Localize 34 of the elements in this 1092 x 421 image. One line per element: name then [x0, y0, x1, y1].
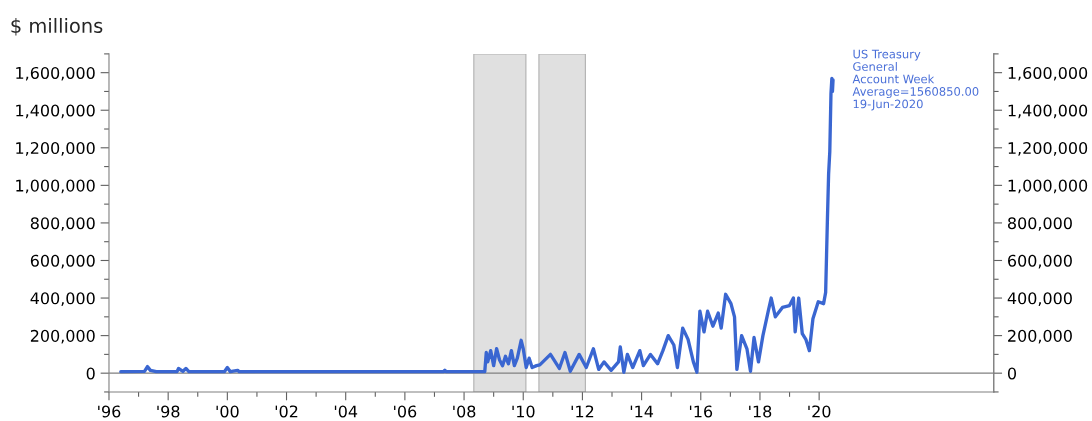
- y-tick-label: 1,400,000: [16, 104, 95, 119]
- chart-title: $ millions: [11, 17, 103, 36]
- y-tick-label: 200,000: [30, 329, 95, 344]
- y-tick-label: 600,000: [30, 254, 95, 269]
- x-tick-label: '18: [749, 405, 772, 418]
- x-tick-label: '20: [808, 405, 831, 418]
- line-series: [119, 76, 835, 374]
- x-tick-label: '96: [98, 405, 121, 418]
- x-tick-label: '08: [453, 405, 476, 418]
- y2-tick-label: 1,200,000: [1008, 142, 1088, 156]
- y2-tick-label: 1,400,000: [1008, 104, 1088, 119]
- x-tick-label: '04: [334, 405, 358, 418]
- y-tick-label: 1,600,000: [16, 66, 95, 81]
- x-tick-label: '16: [689, 405, 713, 418]
- x-tick-label: '00: [216, 405, 239, 418]
- y2-tick-label: 0: [1007, 367, 1017, 380]
- x-tick-label: '14: [630, 405, 654, 418]
- annotation: US Treasury General Account Week Average=1560850.00 19-Jun-2020: [852, 49, 979, 111]
- y-tick-label: 1,200,000: [16, 142, 95, 156]
- y2-tick-label: 200,000: [1008, 329, 1072, 344]
- y2-tick-label: 400,000: [1007, 292, 1072, 306]
- y-tick-label: 800,000: [30, 217, 95, 231]
- y2-tick-label: 1,600,000: [1008, 66, 1088, 81]
- x-tick-label: '02: [275, 405, 298, 418]
- y2-tick-label: 600,000: [1008, 254, 1072, 269]
- y-tick-label: 400,000: [30, 292, 95, 306]
- y2-tick-label: 800,000: [1008, 217, 1072, 231]
- y2-tick-label: 1,000,000: [1008, 179, 1088, 194]
- x-tick-label: '10: [512, 405, 535, 418]
- y-tick-label: 1,000,000: [16, 179, 95, 194]
- x-tick-label: '98: [157, 405, 180, 418]
- x-tick-label: '06: [394, 405, 417, 418]
- y-tick-label: 0: [86, 367, 95, 380]
- x-tick-label: '12: [571, 405, 594, 418]
